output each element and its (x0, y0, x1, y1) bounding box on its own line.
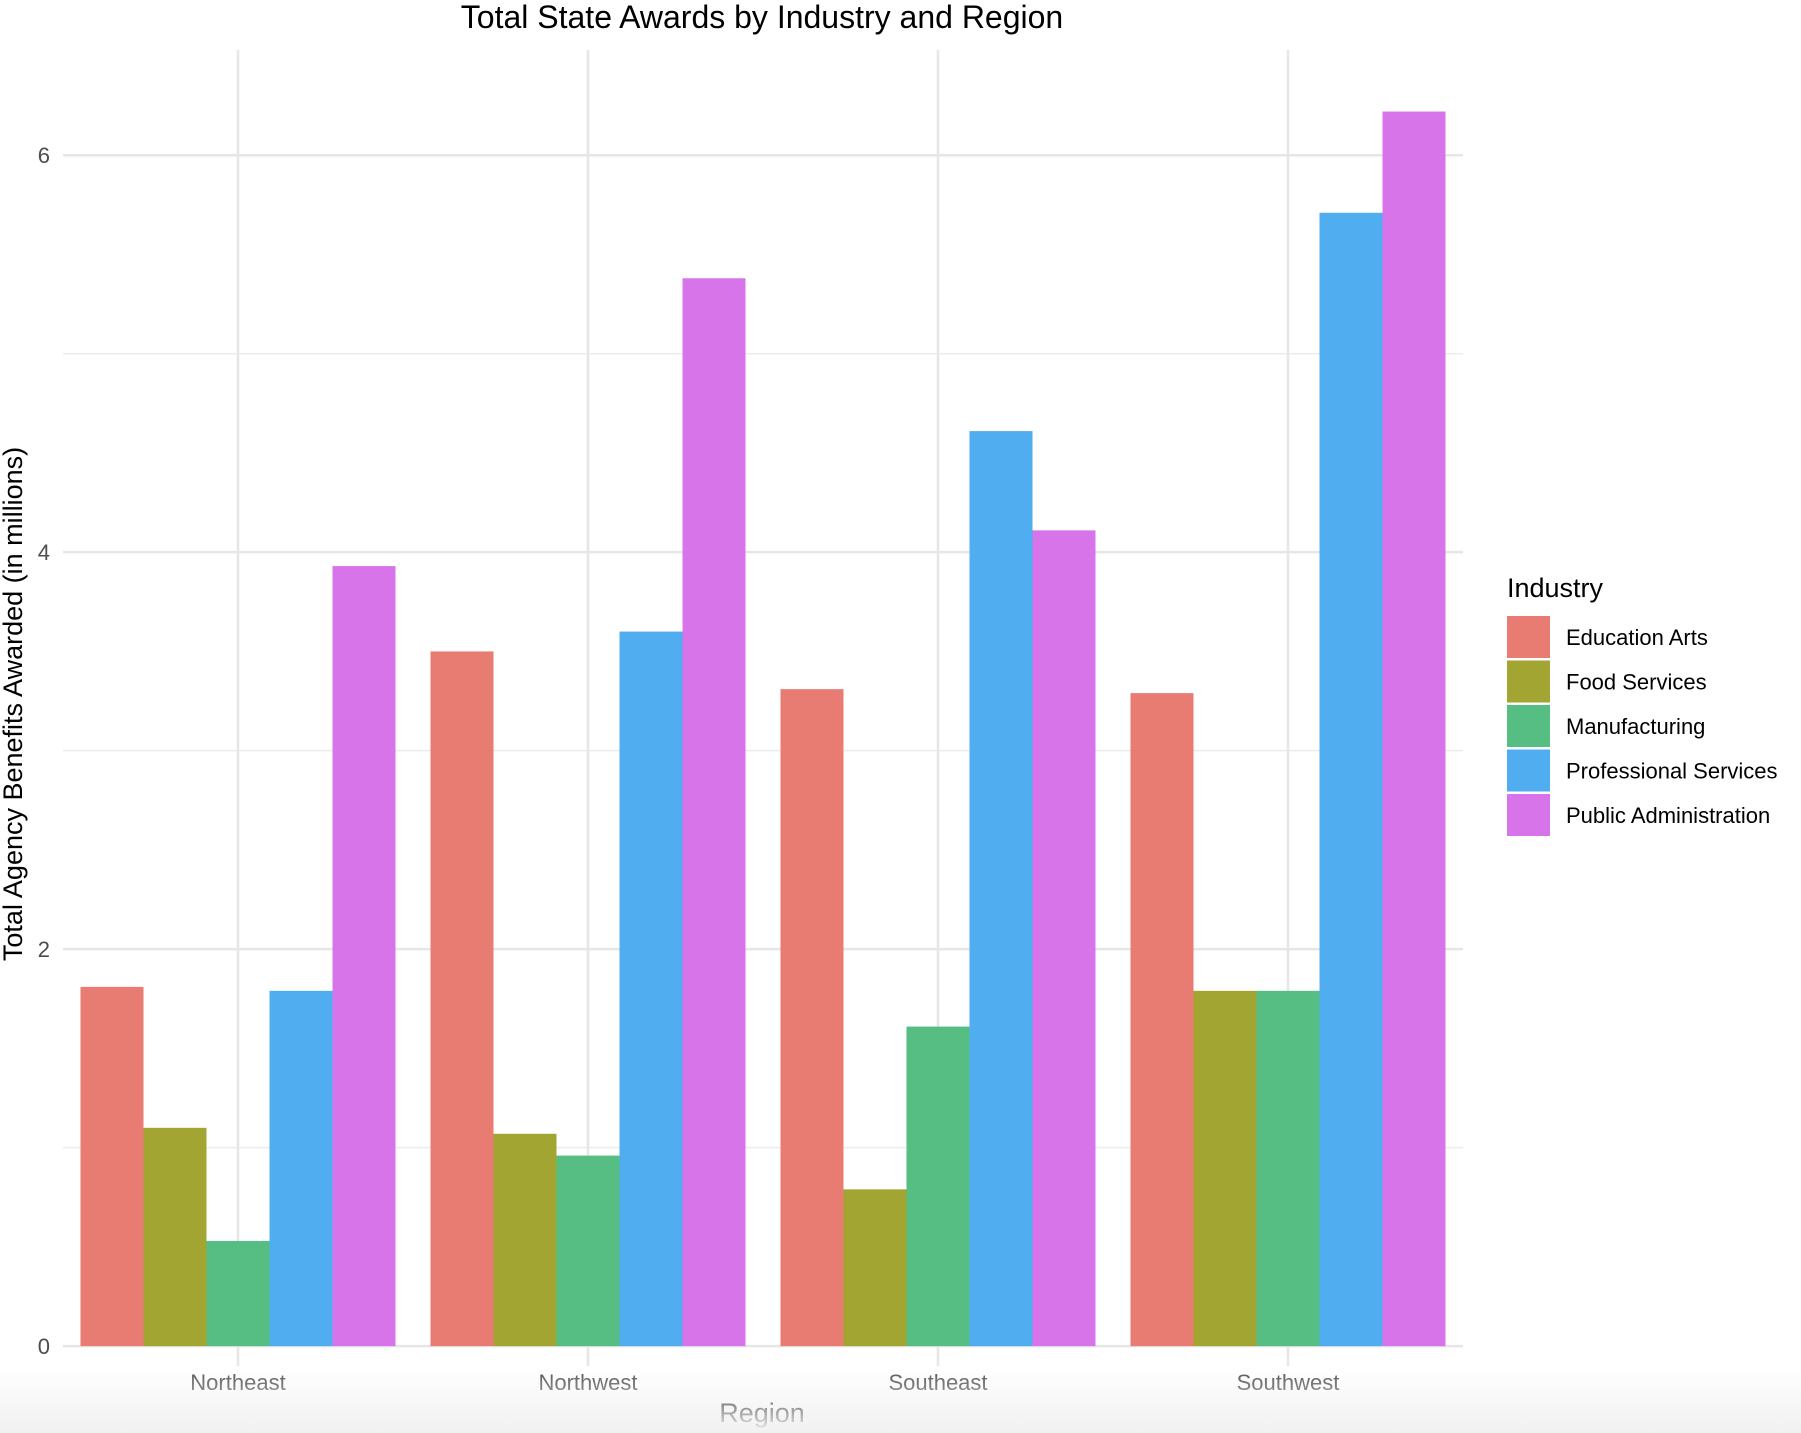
bar (1032, 530, 1096, 1347)
legend-swatch (1507, 616, 1550, 658)
bar (619, 631, 683, 1347)
bar (1382, 111, 1446, 1347)
bar (80, 986, 144, 1347)
y-axis-ticks: 0 2 4 6 (38, 143, 50, 1359)
y-tick-label: 2 (38, 937, 50, 962)
legend-swatch (1507, 749, 1550, 792)
legend-swatch (1507, 794, 1550, 836)
bar (269, 990, 333, 1347)
bar (906, 1026, 970, 1347)
bar (332, 566, 396, 1347)
bar (206, 1240, 270, 1347)
bar (969, 431, 1033, 1347)
legend-label: Manufacturing (1566, 714, 1705, 739)
bar (493, 1133, 557, 1347)
x-tick-label: Northeast (190, 1370, 285, 1395)
bar (556, 1155, 620, 1347)
bar (1130, 693, 1194, 1347)
legend-swatch (1507, 705, 1550, 747)
legend-title: Industry (1507, 573, 1604, 603)
bars (80, 111, 1446, 1347)
legend-items: Education Arts Food Services Manufacturing… (1507, 616, 1778, 836)
x-tick-label: Northwest (538, 1370, 637, 1395)
x-tick-label: Southeast (888, 1370, 987, 1395)
x-axis-label: Region (719, 1398, 805, 1428)
legend-swatch (1507, 660, 1550, 703)
x-axis-ticks: Northeast Northwest Southeast Southwest (190, 1370, 1339, 1395)
bar (1193, 990, 1257, 1347)
legend-label: Education Arts (1566, 625, 1708, 650)
chart-title: Total State Awards by Industry and Regio… (461, 0, 1063, 35)
y-tick-label: 4 (38, 540, 50, 565)
bar (1319, 212, 1383, 1347)
y-tick-label: 0 (38, 1334, 50, 1359)
bar (143, 1127, 207, 1347)
bar (780, 689, 844, 1347)
legend-label: Food Services (1566, 670, 1707, 695)
bar (843, 1189, 907, 1347)
bar (1256, 990, 1320, 1347)
y-axis-label: Total Agency Benefits Awarded (in millio… (0, 447, 28, 961)
x-tick-label: Southwest (1237, 1370, 1340, 1395)
bar (430, 651, 494, 1347)
legend-label: Public Administration (1566, 803, 1770, 828)
legend-label: Professional Services (1566, 759, 1778, 784)
bar (682, 278, 746, 1347)
legend: Industry Education Arts Food Services Manu… (1507, 573, 1778, 836)
y-tick-label: 6 (38, 143, 50, 168)
